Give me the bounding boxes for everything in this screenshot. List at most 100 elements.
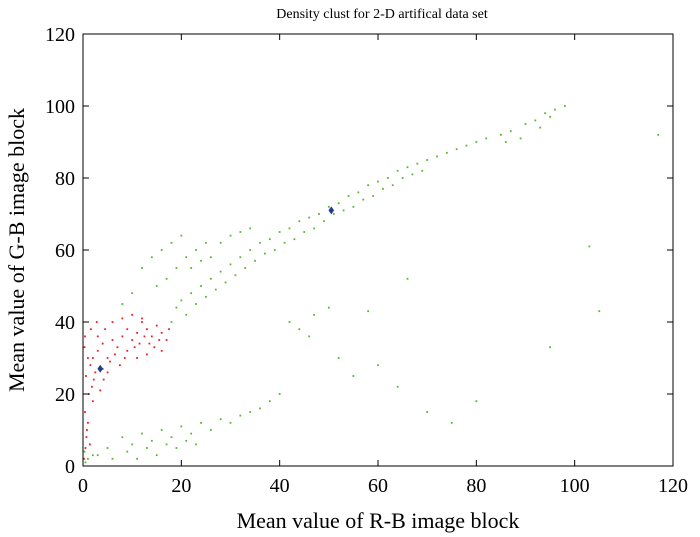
data-point-s1-15 xyxy=(244,267,247,269)
data-point-s1-11 xyxy=(224,281,227,284)
x-tick-label-3: 60 xyxy=(368,475,388,497)
data-point-s1-2 xyxy=(180,299,183,302)
data-point-s0-2 xyxy=(84,411,86,413)
data-point-s1-110 xyxy=(126,450,129,453)
data-point-s0-54 xyxy=(168,328,170,331)
data-point-s1-76 xyxy=(165,277,168,280)
data-point-s0-30 xyxy=(133,346,136,349)
data-point-s1-78 xyxy=(185,256,188,259)
data-point-s1-9 xyxy=(214,288,217,291)
data-point-s1-98 xyxy=(190,432,193,435)
data-point-s1-13 xyxy=(234,274,237,277)
data-point-s0-40 xyxy=(131,313,134,316)
data-point-s0-55 xyxy=(87,357,89,359)
x-tick-label-2: 40 xyxy=(270,475,290,497)
data-point-s1-32 xyxy=(327,205,330,208)
data-point-s1-115 xyxy=(175,447,178,449)
data-point-s1-10 xyxy=(219,270,222,273)
data-point-s1-75 xyxy=(155,285,158,287)
data-point-s1-83 xyxy=(209,256,212,259)
data-point-s1-66 xyxy=(549,115,551,118)
data-point-s0-47 xyxy=(99,389,102,392)
data-point-s1-80 xyxy=(205,241,207,244)
data-point-s0-52 xyxy=(146,353,148,356)
y-tick-label-1: 20 xyxy=(55,384,75,406)
data-point-s1-82 xyxy=(200,259,202,262)
data-point-s1-93 xyxy=(141,432,143,435)
data-point-s1-77 xyxy=(175,267,178,269)
data-point-s1-92 xyxy=(131,443,134,446)
data-point-s1-17 xyxy=(254,259,256,262)
data-point-s1-131 xyxy=(598,310,601,313)
data-point-s1-124 xyxy=(377,364,379,367)
data-point-s1-47 xyxy=(401,177,404,179)
data-point-s1-121 xyxy=(83,450,86,453)
data-point-s0-1 xyxy=(86,429,88,431)
data-point-s1-58 xyxy=(485,137,488,140)
data-point-s0-29 xyxy=(126,349,129,352)
data-point-s1-137 xyxy=(313,313,315,316)
y-tick-label-4: 80 xyxy=(55,168,75,190)
data-point-s1-51 xyxy=(421,169,424,172)
data-point-s1-132 xyxy=(657,133,660,136)
data-point-s1-19 xyxy=(264,252,266,255)
data-point-s1-133 xyxy=(549,346,551,349)
data-point-s1-125 xyxy=(352,375,355,377)
data-point-s1-1 xyxy=(175,306,178,309)
data-point-s1-107 xyxy=(278,393,281,395)
data-point-s1-100 xyxy=(209,429,212,431)
data-point-s1-62 xyxy=(534,119,537,122)
data-point-s1-6 xyxy=(200,285,202,287)
data-point-s0-56 xyxy=(84,335,86,338)
data-point-s1-65 xyxy=(563,105,566,107)
data-point-s1-109 xyxy=(111,457,114,460)
data-point-s0-51 xyxy=(136,357,138,359)
data-point-s1-37 xyxy=(352,205,355,208)
data-point-s1-34 xyxy=(337,202,340,205)
data-point-s0-35 xyxy=(158,339,161,341)
data-points xyxy=(83,105,660,464)
x-tick-label-0: 0 xyxy=(78,475,88,497)
data-point-s0-22 xyxy=(155,324,158,327)
data-point-s1-35 xyxy=(342,209,345,212)
data-point-s0-46 xyxy=(92,378,95,381)
data-point-s0-12 xyxy=(106,357,109,359)
data-point-s0-34 xyxy=(153,346,156,349)
data-point-s1-4 xyxy=(190,292,193,295)
data-point-s0-57 xyxy=(89,328,92,331)
data-point-s1-102 xyxy=(229,421,232,424)
data-point-s0-28 xyxy=(118,364,121,367)
data-point-s1-119 xyxy=(87,457,89,460)
data-point-s1-112 xyxy=(146,447,148,449)
data-point-s0-58 xyxy=(95,321,98,323)
data-point-s1-101 xyxy=(219,418,222,421)
data-point-s1-113 xyxy=(155,454,158,457)
data-point-s1-5 xyxy=(195,303,197,305)
data-point-s0-31 xyxy=(138,342,141,345)
data-point-s1-60 xyxy=(509,130,512,133)
data-point-s1-70 xyxy=(141,267,143,269)
data-point-s1-50 xyxy=(416,162,419,165)
data-point-s1-61 xyxy=(524,123,527,125)
data-point-s1-38 xyxy=(357,191,360,194)
data-point-s1-56 xyxy=(465,144,468,147)
data-point-s1-25 xyxy=(293,238,296,241)
y-tick-label-3: 60 xyxy=(55,240,75,262)
data-point-s0-7 xyxy=(91,357,94,359)
data-point-s1-63 xyxy=(544,112,547,115)
data-point-s1-8 xyxy=(209,277,212,280)
data-point-s0-32 xyxy=(143,335,146,338)
data-point-s1-105 xyxy=(259,407,261,410)
data-point-s1-134 xyxy=(406,277,409,280)
data-point-s0-21 xyxy=(150,335,153,338)
data-point-s1-123 xyxy=(337,357,340,359)
data-point-s1-122 xyxy=(308,335,311,338)
data-point-s1-111 xyxy=(136,457,138,460)
data-point-s0-48 xyxy=(102,378,105,381)
data-point-s0-23 xyxy=(160,331,163,334)
x-axis-label: Mean value of R-B image block xyxy=(237,508,520,533)
data-point-s1-27 xyxy=(303,231,306,233)
data-point-s1-85 xyxy=(229,234,232,237)
data-point-s0-9 xyxy=(90,385,93,388)
data-point-s1-21 xyxy=(273,249,276,251)
